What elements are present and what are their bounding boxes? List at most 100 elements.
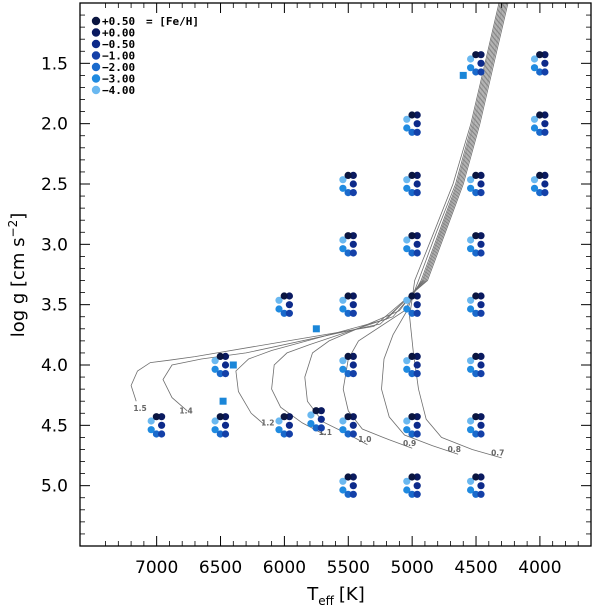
grid-point [477, 361, 485, 369]
grid-point [349, 370, 357, 378]
x-tick-label: 4500 [454, 558, 497, 578]
grid-point [413, 180, 421, 188]
track-label-1.4: 1.4 [179, 406, 192, 415]
grid-point [408, 111, 416, 119]
track-0.8 [381, 2, 501, 455]
legend-marker [91, 74, 101, 83]
grid-point [477, 482, 485, 490]
grid-point [472, 309, 480, 317]
grid-point [147, 417, 155, 425]
grid-cluster [467, 232, 485, 257]
grid-point [403, 357, 411, 365]
grid-point [349, 490, 357, 498]
grid-point [349, 189, 357, 197]
grid-point [413, 473, 421, 481]
grid-cluster [211, 413, 230, 438]
x-tick-label: 6000 [263, 558, 306, 578]
track-0.7 [409, 2, 502, 459]
grid-point [349, 473, 357, 481]
grid-point [472, 490, 480, 498]
square-marker [459, 71, 467, 79]
grid-point [530, 124, 539, 132]
grid-point [221, 430, 230, 438]
grid-point [403, 236, 411, 244]
grid-point [339, 357, 347, 365]
grid-point [344, 171, 352, 179]
grid-point [408, 189, 416, 197]
track-label-1.0: 1.0 [358, 435, 371, 444]
grid-point [477, 249, 485, 257]
legend-header: = [Fe/H] [146, 15, 199, 28]
grid-point [349, 421, 357, 429]
legend: +0.50+0.00−0.50−1.00−2.00−3.00−4.00 = [Fe… [91, 15, 199, 97]
grid-point [472, 473, 480, 481]
legend-label: −3.00 [102, 73, 135, 86]
grid-point [339, 245, 347, 253]
grid-point [477, 421, 485, 429]
y-tick-label: 4.5 [41, 416, 68, 436]
grid-cluster [403, 413, 421, 438]
grid-cluster [339, 352, 357, 378]
grid-point [477, 189, 485, 197]
grid-point [541, 59, 549, 67]
grid-point [536, 128, 544, 136]
grid-point [467, 365, 475, 373]
grid-point [467, 64, 475, 72]
grid-point [317, 424, 325, 432]
grid-point [344, 473, 352, 481]
grid-point [413, 240, 421, 248]
grid-point [477, 473, 485, 481]
grid-cluster [275, 292, 293, 317]
grid-point [216, 352, 224, 360]
grid-cluster [403, 473, 421, 498]
grid-point [413, 361, 421, 369]
grid-cluster [467, 171, 485, 197]
legend-marker [91, 51, 101, 60]
grid-point [408, 473, 416, 481]
grid-point [339, 305, 347, 313]
legend-label: −0.50 [102, 38, 135, 51]
grid-cluster [339, 292, 357, 317]
x-tick-label: 5500 [327, 558, 370, 578]
grid-point [413, 292, 421, 300]
grid-point [477, 171, 485, 179]
grid-point [152, 430, 160, 438]
grid-point [477, 51, 485, 59]
grid-point [541, 111, 549, 119]
grid-point [349, 413, 357, 421]
grid-point [467, 296, 475, 304]
grid-point [221, 370, 230, 378]
grid-point [221, 361, 230, 369]
y-axis-title: log g [cm s−2] [6, 213, 29, 338]
grid-point [530, 115, 539, 123]
grid-point [472, 189, 480, 197]
grid-point [413, 189, 421, 197]
legend-marker [91, 16, 101, 26]
grid-point [339, 236, 347, 244]
grid-point [408, 352, 416, 360]
grid-point [216, 413, 224, 421]
grid-point [541, 180, 549, 188]
legend-marker [91, 39, 101, 49]
legend-label: −1.00 [102, 50, 135, 63]
track-label-0.9: 0.9 [403, 439, 416, 448]
grid-point [467, 176, 475, 184]
grid-point [216, 430, 224, 438]
grid-point [413, 421, 421, 429]
grid-cluster [403, 232, 421, 257]
grid-cluster [530, 51, 549, 76]
grid-point [403, 477, 411, 485]
grid-cluster [275, 413, 293, 438]
legend-marker [91, 62, 101, 72]
grid-cluster [403, 292, 421, 317]
grid-point [467, 357, 475, 365]
grid-point [349, 352, 357, 360]
grid-point [530, 64, 539, 72]
grid-point [477, 352, 485, 360]
grid-cluster [530, 171, 549, 197]
grid-points [147, 51, 549, 498]
legend-marker [91, 28, 101, 37]
square-markers [219, 71, 467, 405]
track-0.9 [342, 2, 502, 449]
